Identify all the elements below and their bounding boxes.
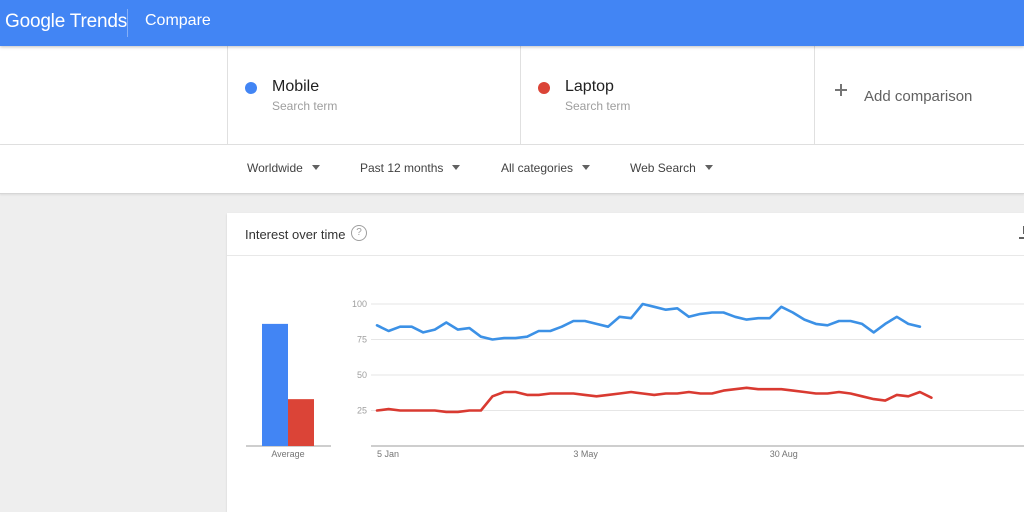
search-terms-bar: Mobile Search term Laptop Search term Ad… [0,46,1024,145]
add-comparison-label: Add comparison [864,88,973,105]
series-color-dot [538,82,550,94]
caret-down-icon [582,165,591,170]
page-title: Compare [145,12,211,29]
caret-down-icon [452,165,461,170]
series-line-laptop [375,386,933,414]
series-line-mobile [375,302,922,341]
interest-chart: 25 50 75 100 5 Jan 3 May 30 Aug Average [246,299,1024,459]
x-tick-label: 30 Aug [770,449,798,459]
y-tick-label: 25 [357,406,367,416]
category-dropdown[interactable]: All categories [501,161,591,175]
category-label: All categories [501,161,574,175]
filters-bar: Worldwide Past 12 months All categories … [0,145,1024,194]
term-type-label: Search term [565,99,631,113]
term-card-mobile[interactable]: Mobile Search term [227,46,520,144]
x-tick-label: 5 Jan [377,449,399,459]
card-header: Interest over time ? [227,213,1024,256]
period-dropdown[interactable]: Past 12 months [360,161,461,175]
series-color-dot [245,82,257,94]
term-card-laptop[interactable]: Laptop Search term [520,46,814,144]
search-type-label: Web Search [630,161,696,175]
google-trends-logo[interactable]: Google Trends [5,11,128,32]
y-tick-label: 75 [357,335,367,345]
card-title: Interest over time [245,227,346,242]
caret-down-icon [311,165,320,170]
period-label: Past 12 months [360,161,444,175]
average-label: Average [271,449,304,459]
term-name[interactable]: Laptop [565,78,614,95]
top-app-bar: Google Trends Compare [0,0,1024,46]
region-label: Worldwide [247,161,303,175]
interest-over-time-card: Interest over time ? 25 50 75 100 5 Jan 3 May… [227,213,1024,512]
caret-down-icon [704,165,713,170]
average-bar-laptop [288,399,314,446]
y-tick-label: 50 [357,370,367,380]
header-divider [127,9,128,37]
search-type-dropdown[interactable]: Web Search [630,161,713,175]
help-icon[interactable]: ? [351,225,367,241]
average-bar-mobile [262,323,288,446]
y-tick-label: 100 [352,299,367,309]
term-name[interactable]: Mobile [272,78,320,95]
add-comparison-button[interactable]: Add comparison [814,46,1024,144]
region-dropdown[interactable]: Worldwide [247,161,320,175]
term-type-label: Search term [272,99,338,113]
x-tick-label: 3 May [573,449,598,459]
plus-icon [835,84,847,96]
